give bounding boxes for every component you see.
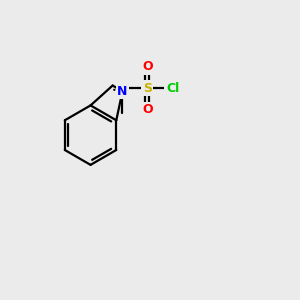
Text: O: O bbox=[142, 103, 153, 116]
Text: N: N bbox=[117, 85, 128, 98]
Text: S: S bbox=[143, 82, 152, 95]
Text: O: O bbox=[142, 61, 153, 74]
Text: Cl: Cl bbox=[166, 82, 179, 95]
